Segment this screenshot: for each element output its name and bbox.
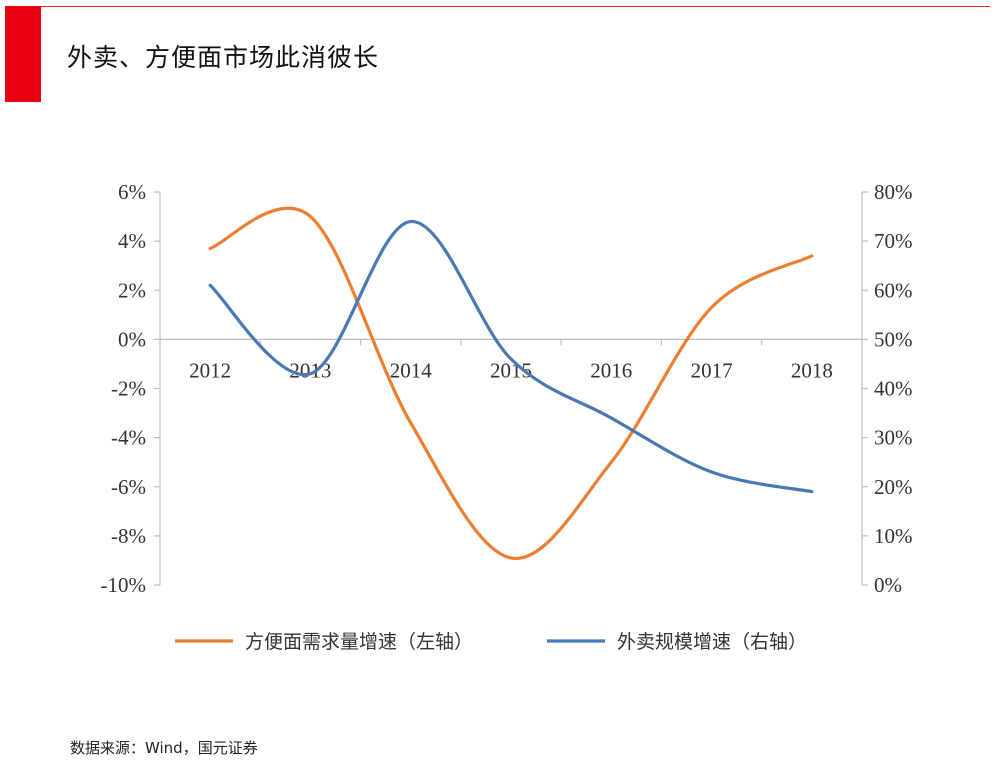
category-label: 2012 [189,358,231,382]
source-note: 数据来源：Wind，国元证券 [70,739,258,757]
right-tick-label: 30% [874,426,913,450]
right-tick-label: 60% [874,278,913,302]
right-tick-label: 40% [874,377,913,401]
left-tick-label: 4% [118,229,146,253]
left-tick-label: -8% [111,524,146,548]
left-tick-label: -4% [111,426,146,450]
category-label: 2018 [791,358,833,382]
category-label: 2016 [590,358,632,382]
right-tick-label: 70% [874,229,913,253]
right-tick-label: 0% [874,573,902,597]
legend-label: 外卖规模增速（右轴） [617,631,807,653]
right-tick-label: 50% [874,327,913,351]
category-label: 2017 [691,358,733,382]
right-tick-label: 20% [874,475,913,499]
left-tick-label: -2% [111,377,146,401]
left-axis-ticks: 6% 4% 2% 0% -2% -4% -6% -8% -10% [101,180,160,597]
series-lines [208,206,814,560]
left-tick-label: -6% [111,475,146,499]
page-title: 外卖、方便面市场此消彼长 [67,43,380,72]
chart-legend: 方便面需求量增速（左轴） 外卖规模增速（右轴） [175,631,807,653]
legend-label: 方便面需求量增速（左轴） [245,631,473,653]
left-tick-label: 2% [118,278,146,302]
top-rule [40,6,990,7]
chart-axes [159,192,863,585]
accent-bar [5,6,41,102]
takeout-growth-line [208,219,814,494]
left-tick-label: 6% [118,180,146,204]
right-tick-label: 10% [874,524,913,548]
left-tick-label: -10% [101,573,147,597]
category-label: 2014 [390,358,433,382]
left-tick-label: 0% [118,327,146,351]
right-axis-ticks: 80% 70% 60% 50% 40% 30% 20% 10% 0% [862,180,913,597]
noodle-demand-line [208,206,814,560]
right-tick-label: 80% [874,180,913,204]
